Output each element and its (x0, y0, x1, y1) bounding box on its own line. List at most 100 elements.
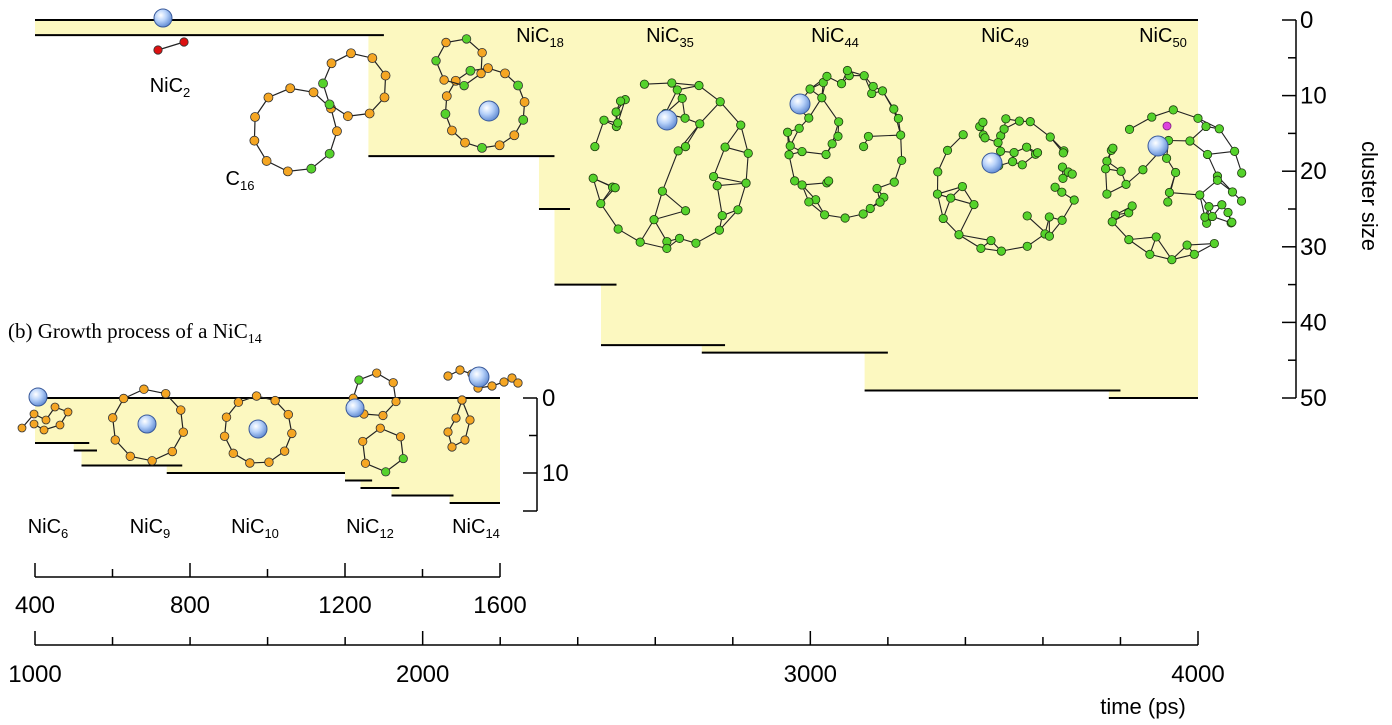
molecule-nic50-atom-35 (1146, 250, 1154, 258)
panel-b-label-sub-2: 10 (264, 526, 278, 541)
y-tick-label-0: 0 (1300, 7, 1313, 34)
molecule-nic50-atom-23 (1203, 150, 1211, 158)
molecule-c16-ring-b-atom-8 (368, 54, 377, 63)
molecule-nic10-ring-atom-5 (220, 432, 229, 441)
molecule-nic44-atom-36 (823, 72, 831, 80)
molecule-nic10-ring-atom-1 (280, 447, 289, 456)
molecule-nic50-atom-34 (1168, 255, 1176, 263)
x-tick-label-4000: 4000 (1171, 661, 1224, 688)
molecule-c2-atom-1 (180, 38, 188, 46)
molecule-nic44-atom-23 (818, 94, 826, 102)
molecule-nic9-ring-atom-9 (176, 406, 185, 415)
panel-b-label-text-2: NiC (231, 516, 264, 538)
molecule-nic44-atom-4 (822, 150, 830, 158)
panel-a-label-1: C16 (226, 168, 255, 193)
panel-a-label-text-6: NiC (1139, 25, 1172, 47)
panel-b-title: (b) Growth process of a NiC14 (8, 319, 262, 347)
molecule-nic50-atom-47 (1238, 169, 1246, 177)
molecule-nic9-ring-atom-2 (148, 456, 157, 465)
y-tick-label-10: 10 (1300, 83, 1327, 110)
molecule-nic44-atom-24 (897, 156, 905, 164)
molecule-nic50-atom-42 (1148, 113, 1156, 121)
x-tick-label-3000: 3000 (784, 661, 837, 688)
molecule-nic35-atom-12 (611, 184, 619, 192)
molecule-nic44-atom-39 (878, 87, 886, 95)
molecule-nic49-atom-42 (1026, 117, 1034, 125)
molecule-c16-ring-a-atom-3 (262, 156, 271, 165)
panel-b-label-sub-3: 12 (379, 526, 393, 541)
molecule-nic14-ring-atom-2 (461, 436, 469, 444)
molecule-nic18-ring-atom-2 (495, 141, 504, 150)
molecule-nic44-atom-10 (894, 114, 902, 122)
molecule-nic18-top-atom-4 (442, 38, 451, 47)
molecule-nic50-atom-29 (1224, 208, 1232, 216)
molecule-nic18-ring-atom-12 (514, 81, 523, 90)
molecule-nic9-ring-atom-7 (140, 385, 149, 394)
molecule-nic44-atom-7 (834, 118, 842, 126)
molecule-nic44-atom-19 (864, 132, 872, 140)
x-tick-label-1000: 1000 (8, 661, 61, 688)
molecule-nic6-atom-6 (40, 426, 48, 434)
molecule-nic50-atom-25 (1205, 202, 1213, 210)
molecule-c16-ring-b-atom-1 (380, 93, 389, 102)
molecule-nic50-atom-10 (1122, 180, 1130, 188)
molecule-nic10-ring-atom-8 (252, 392, 261, 401)
x-tick-label-2000: 2000 (396, 661, 449, 688)
molecule-nic44-atom-33 (783, 128, 791, 136)
molecule-nic50-atom-43 (1169, 106, 1177, 114)
molecule-nic18-ring-atom-1 (510, 131, 519, 140)
panel-b-label-0: NiC6 (28, 516, 69, 541)
molecule-nic50-atom-33 (1190, 250, 1198, 258)
molecule-nic18-ring-atom-11 (501, 69, 510, 78)
molecule-nic44-atom-3 (795, 124, 803, 132)
molecule-nic49-atom-5 (1010, 148, 1018, 156)
molecule-nic50-atom-28 (1202, 122, 1210, 130)
molecule-nic18-top-atom-0 (477, 69, 486, 78)
molecule-nic12-ring-b-atom-3 (355, 376, 363, 384)
molecule-nic18-ring-atom-7 (442, 92, 451, 101)
molecule-c16-ring-a-atom-8 (309, 88, 318, 97)
molecule-nic18-top-atom-1 (460, 81, 469, 90)
molecule-nic35-atom-25 (692, 239, 700, 247)
molecule-nic49-atom-11 (981, 134, 989, 142)
molecule-nic35-atom-7 (650, 215, 658, 223)
molecule-nic44-atom-37 (843, 66, 851, 74)
molecule-nic50-atom-1 (1162, 154, 1170, 162)
molecule-nic10-ring-atom-3 (246, 459, 255, 468)
panel-b-fill (35, 398, 500, 503)
panel-b-label-text-4: NiC (452, 516, 485, 538)
molecule-nic44-atom-20 (859, 142, 867, 150)
molecule-nic49-atom-34 (955, 231, 963, 239)
molecule-nic35-atom-4 (681, 114, 689, 122)
molecule-nic35-atom-32 (600, 116, 608, 124)
molecule-nic12-ring-a-atom-2 (361, 459, 369, 467)
molecule-nic35-atom-17 (681, 142, 689, 150)
molecule-nic50-atom-30 (1237, 197, 1245, 205)
panel-a-x-ticks: 1000 2000 3000 4000 (8, 631, 1224, 688)
molecule-nic9-ring-atom-0 (179, 428, 188, 437)
molecule-nic12-ring-b-atom-6 (392, 397, 400, 405)
ni-atom-nic9 (138, 415, 156, 433)
molecule-nic49-atom-22 (994, 138, 1002, 146)
molecule-nic35-atom-23 (734, 206, 742, 214)
molecule-nic18-top-atom-6 (478, 48, 487, 57)
panel-b-x-axis: 400 800 1200 1600 (15, 563, 527, 619)
ni-atom-nic12 (346, 399, 364, 417)
molecule-nic49-atom-26 (1023, 212, 1031, 220)
molecule-nic49-atom-35 (939, 214, 947, 222)
molecule-nic44-atom-35 (806, 85, 814, 93)
molecule-nic10-ring-atom-4 (229, 449, 238, 458)
molecule-c16-ring-a-atom-1 (307, 164, 316, 173)
panel-a-label-text-5: NiC (981, 25, 1014, 47)
ni-atom-nic6 (29, 388, 47, 406)
molecule-nic50-atom-14 (1103, 157, 1111, 165)
panel-a-label-0: NiC2 (150, 75, 191, 100)
panel-a-label-sub-4: 44 (844, 35, 858, 50)
panel-a-y-axis: 01020304050 cluster size (1282, 7, 1382, 412)
molecule-nic14-ring-atom-5 (452, 414, 460, 422)
panel-a: 1000 2000 3000 4000 time (ps) 01020304050 c… (8, 7, 1382, 719)
molecule-nic18-top-atom-2 (440, 76, 449, 85)
panel-b-label-3: NiC12 (346, 516, 394, 541)
molecule-nic50-atom-36 (1125, 235, 1133, 243)
molecule-nic44-atom-16 (837, 79, 845, 87)
